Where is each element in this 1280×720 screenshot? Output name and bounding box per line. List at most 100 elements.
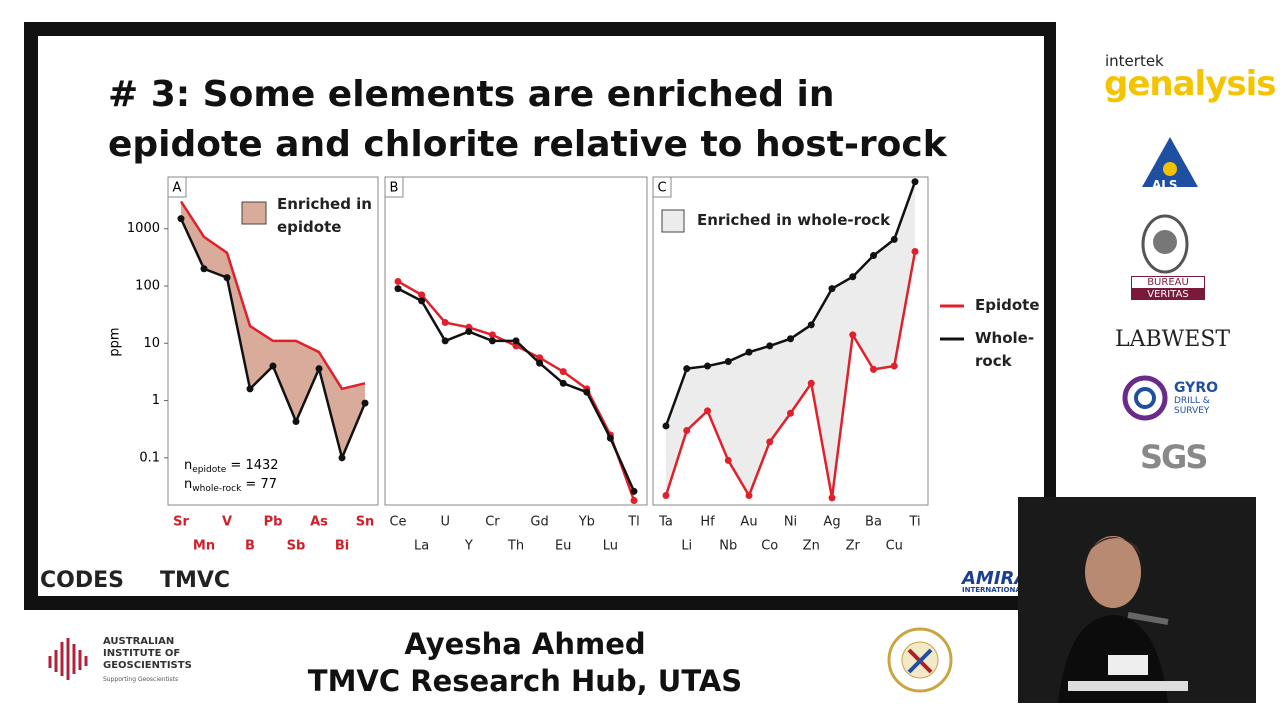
data-point [849, 331, 857, 339]
data-point [870, 252, 877, 260]
caption: Ayesha Ahmed TMVC Research Hub, UTAS [260, 626, 790, 700]
data-point [606, 434, 614, 442]
x-tick-label: Ba [865, 515, 882, 530]
x-tick-label: Cr [485, 515, 500, 530]
y-tick-label: 100 [135, 278, 160, 293]
amira-logo: AMIRA [962, 568, 1029, 589]
x-tick-label: Sn [356, 515, 375, 530]
data-point [787, 409, 794, 417]
speaker-video [1018, 497, 1256, 703]
data-point [338, 454, 346, 462]
x-tick-label: Li [681, 539, 692, 554]
data-point [704, 362, 711, 370]
data-point [559, 368, 567, 376]
x-tick-label: Mn [193, 539, 215, 554]
data-point [745, 348, 753, 356]
data-point [536, 359, 544, 367]
data-point [200, 265, 208, 273]
x-tick-label: Bi [335, 539, 349, 554]
x-tick-label: Ta [658, 515, 673, 530]
data-point [704, 407, 711, 415]
x-tick-label: Sb [287, 539, 306, 554]
enriched-area [181, 201, 365, 458]
data-point [361, 399, 369, 407]
amira-sub: INTERNATIONAL [962, 586, 1026, 594]
data-point [870, 365, 877, 373]
slide-title: # 3: Some elements are enriched in epido… [108, 74, 947, 165]
x-tick-label: As [310, 515, 328, 530]
x-tick-label: Zn [803, 539, 820, 554]
x-tick-label: B [245, 539, 255, 554]
data-point [441, 319, 449, 327]
x-tick-label: Y [464, 539, 473, 554]
genalysis-logo: genalysis [1104, 64, 1276, 104]
x-tick-label: Sr [173, 515, 189, 530]
data-point [745, 491, 753, 499]
data-point [177, 215, 185, 223]
panel-letter: A [173, 181, 182, 196]
data-point [246, 385, 254, 393]
panel-letter-box [167, 176, 187, 198]
data-point [536, 354, 544, 362]
gyro-logo: GYRO [1174, 380, 1219, 396]
aig-icon [48, 638, 88, 680]
x-tick-label: Lu [603, 539, 618, 554]
x-tick-label: Cu [886, 539, 903, 554]
speaker: Ayesha Ahmed [404, 627, 646, 661]
legend-label: Whole-rock [975, 329, 1035, 370]
legend-label: Epidote [975, 296, 1040, 314]
data-point [849, 273, 857, 281]
data-point [766, 342, 774, 350]
bv-top: BUREAU [1131, 276, 1205, 289]
x-tick-label: U [440, 515, 450, 530]
data-point [418, 291, 426, 299]
panel-letter: B [390, 181, 399, 196]
x-tick-label: La [414, 539, 429, 554]
sgs-logo: SGS [1140, 438, 1208, 476]
x-tick-label: Ti [908, 515, 920, 530]
data-point [465, 328, 473, 336]
annotation-swatch [661, 209, 685, 233]
x-tick-label: Gd [530, 515, 548, 530]
data-point [683, 426, 691, 434]
sample-count: = 77 [241, 477, 277, 492]
gyro-sub: DRILL & SURVEY [1174, 396, 1210, 416]
data-point [292, 418, 300, 426]
x-tick-label: Yb [578, 515, 595, 530]
x-tick-label: Pb [264, 515, 283, 530]
data-point [315, 365, 323, 373]
data-point [890, 235, 898, 243]
aig-name: AUSTRALIAN INSTITUTE OF GEOSCIENTISTS [103, 636, 192, 671]
panel-letter-box [384, 176, 404, 198]
data-point [766, 438, 774, 446]
codes-logo: CODES [40, 568, 124, 593]
x-tick-label: Th [507, 539, 524, 554]
annotation-swatch [241, 201, 267, 225]
x-tick-label: Co [761, 539, 778, 554]
als-logo: ALS [1152, 178, 1178, 192]
aag-seal [887, 627, 953, 693]
aig-tagline: Supporting Geoscientists [103, 676, 179, 683]
panel-letter-box [652, 176, 672, 198]
sample-subscript: whole-rock [192, 484, 242, 494]
data-point [828, 285, 836, 293]
data-point [724, 456, 732, 464]
x-tick-label: Ni [784, 515, 797, 530]
data-point [807, 379, 815, 387]
affiliation: TMVC Research Hub, UTAS [307, 664, 743, 698]
data-point [512, 337, 520, 345]
x-tick-label: Ag [823, 515, 840, 530]
data-point [911, 248, 919, 256]
x-tick-label: Zr [846, 539, 861, 554]
sample-size: nwhole-rock = 77 [184, 477, 277, 494]
x-tick-label: Eu [555, 539, 571, 554]
sample-symbol: n [184, 477, 192, 492]
x-tick-label: Nb [719, 539, 737, 554]
x-tick-label: Hf [700, 515, 715, 530]
y-tick-label: 1 [152, 393, 160, 408]
data-point [394, 285, 402, 293]
data-point [787, 335, 794, 343]
data-point [488, 331, 496, 339]
y-tick-label: 0.1 [139, 450, 160, 465]
